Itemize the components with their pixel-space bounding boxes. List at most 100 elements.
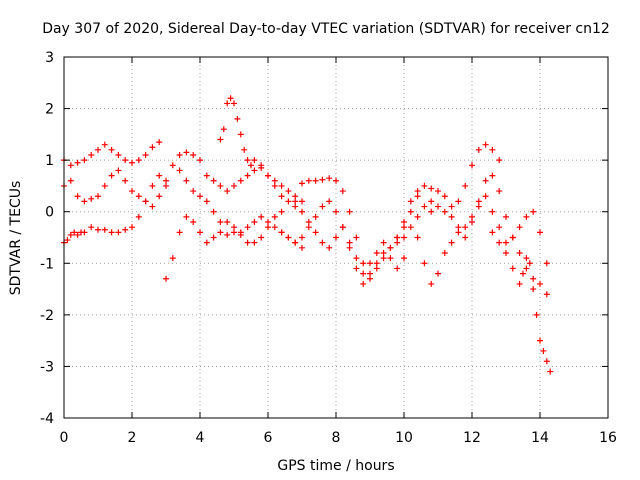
y-tick-label: 1 [45, 153, 54, 169]
data-point [503, 239, 509, 246]
data-point [108, 172, 115, 179]
data-point [163, 182, 169, 189]
data-point [258, 234, 265, 241]
data-point [190, 151, 197, 158]
data-point [248, 162, 254, 169]
data-point [543, 358, 550, 365]
data-point [441, 249, 448, 256]
data-point [67, 231, 74, 238]
chart-title: Day 307 of 2020, Sidereal Day-to-day VTE… [42, 21, 610, 37]
data-point [217, 136, 224, 143]
data-point [244, 239, 251, 246]
data-point [244, 172, 251, 179]
data-point [414, 234, 421, 241]
data-point [455, 198, 462, 205]
data-point [299, 208, 305, 215]
data-point [183, 213, 190, 220]
data-point [414, 213, 421, 220]
data-point [482, 141, 489, 148]
data-point [373, 265, 380, 272]
data-point [435, 203, 441, 210]
data-point [95, 146, 101, 153]
data-point [462, 234, 469, 241]
data-point [380, 255, 387, 262]
series-track-2 [61, 167, 163, 210]
series-track-9 [299, 175, 435, 277]
data-point [265, 219, 271, 226]
data-point [299, 234, 305, 241]
data-point [115, 167, 122, 174]
data-point [537, 280, 543, 287]
data-point [88, 224, 95, 231]
data-point [81, 229, 88, 236]
data-point [217, 229, 224, 236]
data-point [129, 159, 135, 166]
data-point [346, 208, 353, 215]
data-point [530, 275, 537, 282]
data-point [407, 224, 414, 231]
data-point [496, 157, 503, 164]
data-point [265, 224, 271, 231]
data-point [333, 208, 339, 215]
data-point [428, 198, 435, 205]
y-tick-label: -2 [40, 308, 54, 324]
data-point [509, 265, 516, 272]
series-track-11 [278, 224, 407, 277]
data-point [241, 146, 248, 153]
data-point [156, 172, 163, 179]
data-point [394, 234, 401, 241]
data-point [203, 172, 210, 179]
data-point [475, 203, 482, 210]
data-point [81, 198, 88, 205]
data-point [540, 347, 547, 354]
data-point [142, 198, 149, 205]
data-point [326, 175, 333, 182]
data-point [462, 182, 469, 189]
x-tick-label: 16 [599, 430, 617, 446]
data-point [169, 255, 176, 262]
data-point [224, 100, 231, 107]
data-point [251, 167, 258, 174]
data-point [210, 177, 217, 184]
data-point [190, 219, 197, 226]
data-point [360, 260, 367, 267]
series-track-7 [176, 167, 285, 246]
data-point [448, 203, 455, 210]
data-point [523, 255, 530, 262]
data-point [224, 188, 231, 195]
data-point [251, 239, 258, 246]
data-point [516, 249, 523, 256]
series-track-13 [414, 172, 550, 298]
data-point [227, 95, 234, 102]
data-point [210, 208, 217, 215]
series-track-6 [163, 149, 299, 210]
data-point [88, 195, 95, 202]
series-track-3 [61, 229, 88, 246]
series-track-10 [292, 193, 421, 287]
series-track-15 [489, 229, 554, 375]
data-point [108, 146, 115, 153]
data-point [197, 229, 203, 236]
data-point [67, 162, 74, 169]
data-point [394, 265, 401, 272]
data-point [475, 146, 482, 153]
data-point [489, 229, 496, 236]
data-point [299, 198, 305, 205]
data-point [88, 151, 95, 158]
data-point [414, 193, 421, 200]
data-point [537, 337, 543, 344]
data-point [428, 280, 435, 287]
data-point [312, 229, 319, 236]
data-point [421, 260, 428, 267]
series-track-1 [61, 139, 163, 169]
x-tick-label: 14 [531, 430, 549, 446]
data-point [149, 144, 156, 151]
data-point [312, 177, 319, 184]
data-point [285, 234, 292, 241]
data-point [101, 226, 108, 233]
data-point [482, 177, 489, 184]
series-track-12 [394, 141, 503, 241]
data-point [122, 226, 129, 233]
